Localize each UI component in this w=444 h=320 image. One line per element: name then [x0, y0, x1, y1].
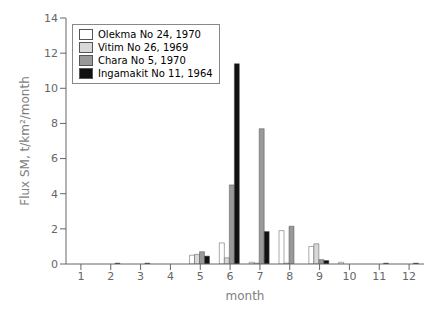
svg-text:1: 1: [77, 270, 84, 283]
svg-text:9: 9: [316, 270, 323, 283]
svg-text:8: 8: [286, 270, 293, 283]
svg-text:10: 10: [342, 270, 356, 283]
svg-text:4: 4: [167, 270, 174, 283]
svg-text:3: 3: [137, 270, 144, 283]
svg-text:5: 5: [197, 270, 204, 283]
svg-text:10: 10: [44, 82, 58, 95]
svg-text:month: month: [226, 289, 265, 303]
svg-text:4: 4: [51, 188, 58, 201]
html-text:Chara No 5, 1970: Chara No 5, 1970: [98, 55, 186, 66]
svg-text:12: 12: [44, 47, 58, 60]
svg-text:7: 7: [256, 270, 263, 283]
svg-text:12: 12: [402, 270, 416, 283]
html-text:Ingamakit No 11, 1964: Ingamakit No 11, 1964: [98, 68, 213, 79]
svg-text:6: 6: [227, 270, 234, 283]
svg-text:14: 14: [44, 12, 58, 25]
svg-text:0: 0: [51, 258, 58, 271]
html-text:Vitim No 26, 1969: Vitim No 26, 1969: [98, 42, 189, 53]
html-text:Olekma No 24, 1970: Olekma No 24, 1970: [98, 29, 201, 40]
svg-text:11: 11: [372, 270, 386, 283]
svg-text:2: 2: [51, 223, 58, 236]
svg-text:Flux SM, t/km²/month: Flux SM, t/km²/month: [18, 76, 32, 206]
svg-text:2: 2: [107, 270, 114, 283]
svg-text:6: 6: [51, 152, 58, 165]
svg-text:8: 8: [51, 117, 58, 130]
